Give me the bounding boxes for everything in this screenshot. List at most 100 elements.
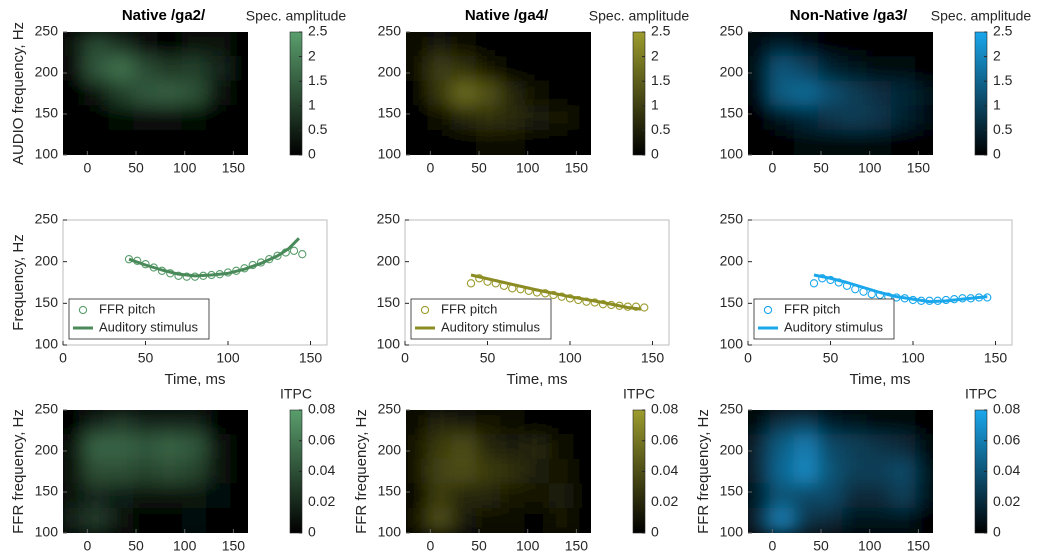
heatmap-cell	[915, 129, 933, 155]
heatmap-cell	[915, 56, 933, 82]
heatmap-cell	[157, 458, 183, 485]
heatmap-cell	[476, 105, 502, 131]
heatmap-cell	[206, 434, 232, 460]
heatmap-cell	[406, 80, 429, 107]
heatmap-cell	[818, 507, 844, 533]
y-tick-label: 150	[720, 483, 744, 499]
heatmap-cell	[108, 458, 135, 485]
x-tick-label: 100	[173, 538, 197, 554]
heatmap-cell	[891, 80, 917, 107]
heatmap-cell	[451, 105, 478, 131]
heatmap-cell	[157, 129, 183, 155]
heatmap-cell	[573, 434, 591, 460]
heatmap-cell	[573, 483, 591, 509]
x-tick-label: 150	[907, 538, 931, 554]
y-tick-label: 100	[35, 336, 59, 352]
y-tick-label: 100	[35, 146, 59, 162]
heatmap-cell	[133, 129, 159, 155]
x-tick-label: 150	[565, 160, 589, 176]
heatmap-cell	[84, 458, 110, 485]
heatmap-cell	[769, 129, 795, 155]
heatmap-cell	[915, 483, 933, 509]
heatmap-cells	[748, 32, 933, 155]
y-tick-label: 200	[377, 252, 401, 268]
heatmap-cell	[476, 410, 502, 436]
heatmap-cell	[181, 80, 208, 107]
heatmap-cell	[891, 507, 917, 533]
heatmap-cell	[866, 507, 893, 533]
heatmap-cell	[451, 80, 478, 107]
heatmap-cell	[769, 434, 795, 460]
y-tick-label: 200	[35, 64, 59, 80]
heatmap-cell	[915, 410, 933, 436]
colorbar-tick-label: 0	[308, 146, 316, 162]
pitch-marker	[298, 250, 307, 259]
heatmap-cell	[500, 483, 526, 509]
heatmap-cell	[573, 80, 591, 107]
x-tick-label: 50	[471, 160, 487, 176]
heatmap-cell	[451, 483, 478, 509]
heatmap	[748, 32, 933, 155]
heatmap-cells	[63, 410, 248, 533]
heatmap-cell	[915, 458, 933, 485]
heatmap-cell	[108, 32, 135, 58]
y-axis-label: FFR frequency, Hz	[353, 409, 370, 534]
colorbar-label: ITPC	[280, 386, 312, 402]
heatmap-cells	[63, 32, 248, 155]
heatmap-cell	[427, 80, 453, 107]
heatmap-cell	[573, 105, 591, 131]
x-axis-label: Time, ms	[506, 371, 567, 388]
heatmap-cell	[206, 56, 232, 82]
heatmap-cell	[866, 32, 893, 58]
heatmap-cell	[500, 507, 526, 533]
colorbar-tick-label: 0	[993, 524, 1001, 540]
heatmap-cell	[549, 458, 575, 485]
colorbar-tick-label: 0.04	[651, 462, 678, 478]
heatmap	[63, 32, 248, 155]
heatmap-cell	[84, 32, 110, 58]
y-tick-label: 100	[378, 524, 402, 540]
y-tick-label: 100	[378, 146, 402, 162]
heatmap-cell	[181, 56, 208, 82]
heatmap-cell	[133, 458, 159, 485]
legend-label: Auditory stimulus	[99, 319, 198, 334]
colorbar-tick-label: 0	[651, 146, 659, 162]
colorbar-tick-label: 1	[308, 97, 316, 113]
heatmap-cell	[524, 507, 551, 533]
x-tick-label: 0	[768, 160, 776, 176]
x-tick-label: 100	[516, 160, 540, 176]
heatmap-cell	[157, 434, 183, 460]
heatmap-cell	[63, 129, 86, 155]
heatmap-cell	[230, 80, 248, 107]
x-tick-label: 50	[480, 350, 496, 366]
heatmap-cell	[206, 80, 232, 107]
stimulus-line	[470, 273, 642, 311]
legend-box	[410, 298, 552, 340]
heatmap-cell	[500, 458, 526, 485]
colorbar-tick-label: 1.5	[993, 72, 1013, 88]
heatmap	[748, 410, 933, 533]
colorbar-tick-label: 0	[308, 524, 316, 540]
heatmap-cell	[157, 56, 183, 82]
heatmap-cell	[549, 507, 575, 533]
heatmap-cell	[500, 80, 526, 107]
legend-label: Auditory stimulus	[784, 319, 883, 334]
y-tick-label: 250	[377, 211, 401, 227]
y-tick-label: 200	[35, 442, 59, 458]
legend-label: FFR pitch	[441, 301, 497, 316]
x-axis-label: Time, ms	[164, 371, 225, 388]
y-axis-label: FFR frequency, Hz	[695, 409, 712, 534]
colorbar-tick-label: 0	[651, 524, 659, 540]
legend-marker	[763, 305, 773, 315]
heatmap-cell	[206, 32, 232, 58]
heatmap-cell	[915, 507, 933, 533]
heatmap-cell	[500, 32, 526, 58]
heatmap-cell	[133, 32, 159, 58]
legend-marker	[78, 305, 88, 315]
heatmap-cell	[891, 105, 917, 131]
heatmap-cell	[427, 410, 453, 436]
colorbar-tick-label: 0.02	[993, 493, 1020, 509]
heatmap-cell	[157, 32, 183, 58]
colorbar-tick-label: 0.06	[308, 431, 335, 447]
heatmap-cell	[108, 105, 135, 131]
